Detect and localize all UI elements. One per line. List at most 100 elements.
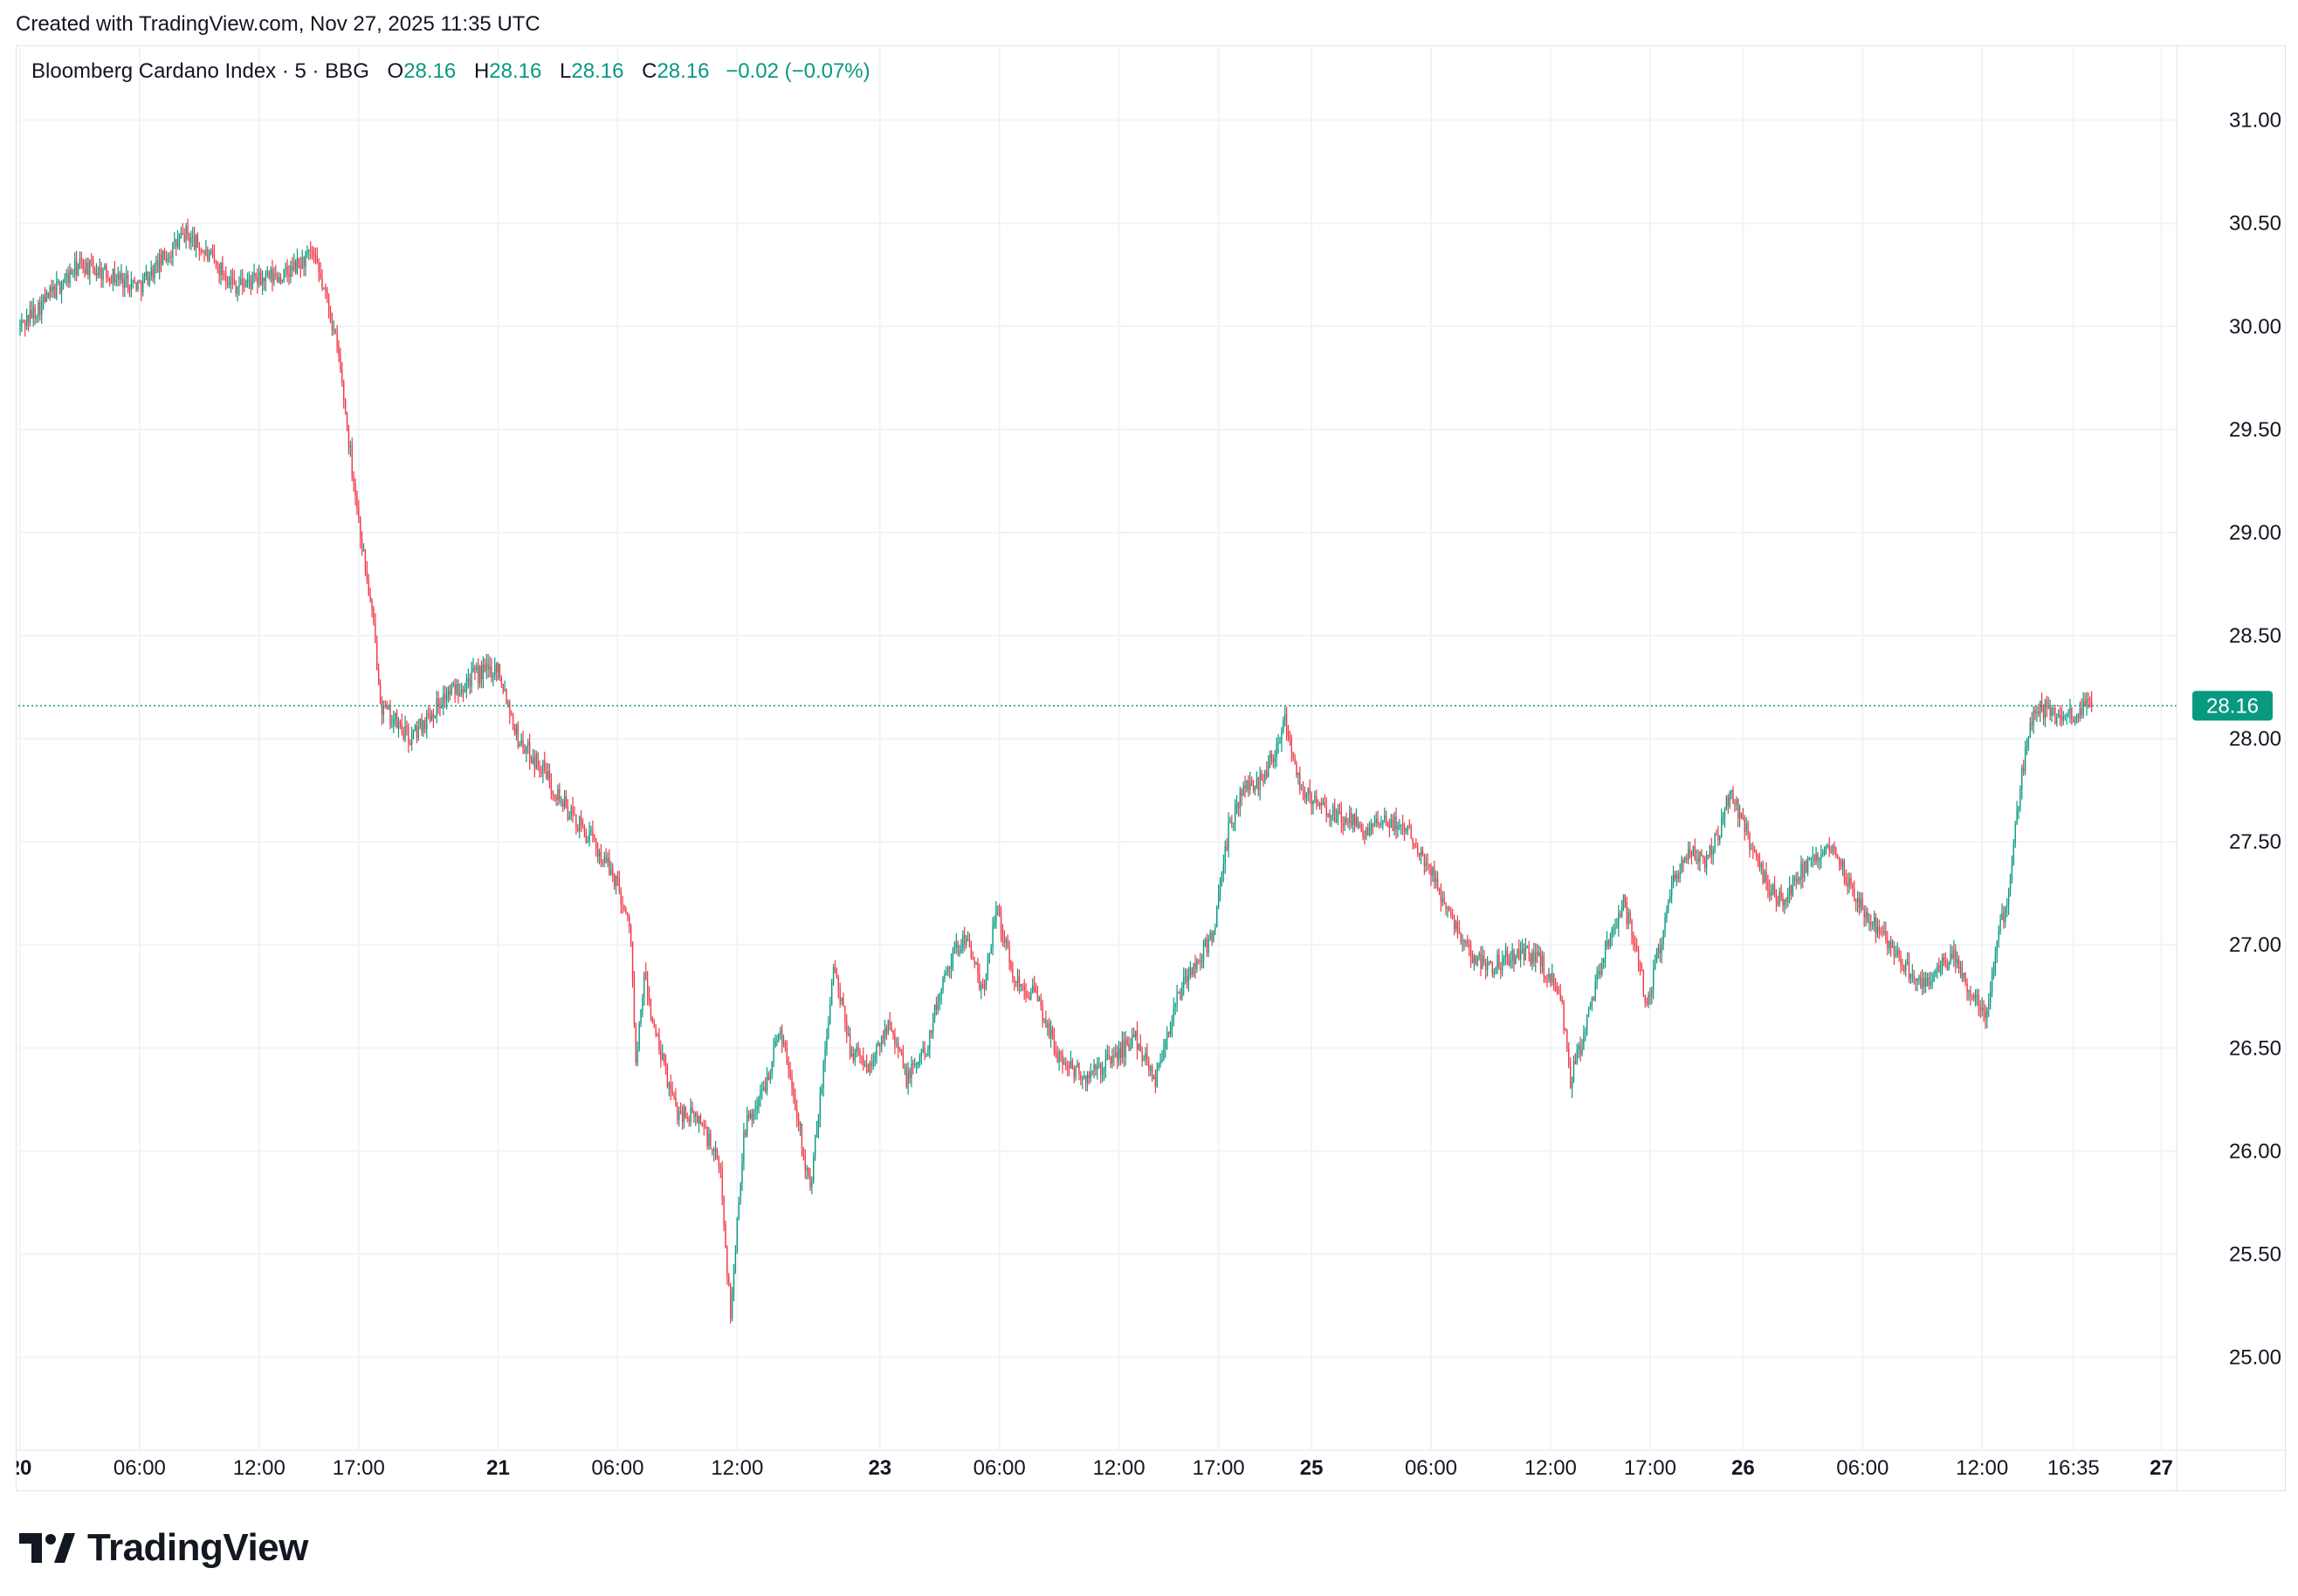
candle-body	[1312, 801, 1314, 805]
candle-body	[948, 967, 951, 969]
candle-body	[1065, 1062, 1067, 1066]
candle-body	[1159, 1061, 1161, 1065]
candle-body	[1983, 1007, 1985, 1012]
candle-body	[605, 856, 607, 863]
candle-body	[1714, 834, 1716, 850]
candle-body	[1554, 986, 1557, 989]
candle-body	[277, 276, 279, 283]
candle-body	[1419, 853, 1421, 856]
price-tick-label: 29.00	[2229, 521, 2281, 545]
last-price-tag-label: 28.16	[2206, 694, 2259, 718]
candle-body	[1773, 884, 1776, 897]
candle-body	[1500, 967, 1502, 970]
candle-body	[636, 1049, 638, 1063]
candlestick-chart[interactable]: 28.16 25.00 25.50 26.00 26.50 27.00 27.50 28.0…	[17, 46, 2287, 1492]
candle-body	[2018, 806, 2019, 810]
candle-body	[178, 237, 181, 241]
candle-body	[1216, 907, 1218, 928]
candle-body	[826, 1036, 828, 1049]
candle-body	[1785, 898, 1787, 903]
candle-body	[1455, 921, 1457, 929]
candle-body	[23, 320, 24, 323]
candle-body	[1349, 812, 1351, 823]
candle-body	[638, 1023, 640, 1050]
candle-body	[2077, 717, 2080, 719]
candle-body	[1498, 954, 1500, 968]
candle-body	[74, 260, 76, 275]
candle-body	[721, 1169, 723, 1197]
candle-body	[939, 994, 940, 1002]
candle-body	[1049, 1028, 1052, 1038]
candle-body	[1062, 1053, 1063, 1064]
candle-body	[1493, 971, 1495, 974]
candle-body	[776, 1040, 778, 1042]
candle-body	[1340, 811, 1342, 824]
grid-lines	[18, 48, 2177, 1450]
candle-body	[1032, 985, 1034, 992]
candle-body	[1820, 854, 1822, 859]
ohlc-legend: Bloomberg Cardano Index · 5 · BBG O28.16…	[31, 59, 870, 84]
candle-body	[520, 740, 522, 745]
candle-body	[1598, 970, 1600, 974]
candle-body	[1189, 967, 1191, 976]
candle-body	[1171, 1021, 1173, 1030]
chart-area[interactable]: 28.16 25.00 25.50 26.00 26.50 27.00 27.50 28.0…	[16, 45, 2287, 1492]
candle-body	[1173, 1006, 1174, 1022]
candle-body	[837, 976, 839, 989]
tradingview-logo[interactable]: TradingView	[19, 1526, 308, 1570]
candle-body	[1930, 981, 1931, 987]
candle-body	[1443, 898, 1445, 904]
candle-body	[2009, 879, 2012, 892]
candle-body	[1091, 1071, 1093, 1073]
candle-body	[738, 1203, 740, 1219]
candle-body	[942, 979, 944, 990]
candle-body	[1264, 770, 1266, 782]
candle-body	[1915, 979, 1916, 981]
candle-body	[929, 1029, 931, 1050]
candle-body	[494, 664, 496, 677]
candle-body	[1938, 965, 1940, 973]
candle-body	[414, 725, 416, 731]
candle-body	[1357, 817, 1359, 828]
candle-body	[1148, 1062, 1150, 1071]
candle-body	[157, 259, 159, 272]
candle-body	[128, 289, 131, 291]
candle-body	[1677, 874, 1679, 879]
candle-body	[1060, 1051, 1062, 1054]
candle-body	[377, 670, 380, 685]
symbol-title[interactable]: Bloomberg Cardano Index · 5 · BBG	[31, 59, 369, 83]
candle-body	[217, 261, 218, 265]
candle-body	[1237, 803, 1240, 808]
candle-body	[1272, 758, 1275, 762]
candle-body	[1345, 818, 1347, 823]
candle-body	[1478, 953, 1480, 957]
candle-body	[485, 664, 487, 671]
candle-body	[2057, 714, 2060, 718]
candle-body	[796, 1109, 798, 1119]
candle-body	[1269, 754, 1271, 762]
price-tick-label: 27.50	[2229, 830, 2281, 854]
candle-body	[424, 719, 426, 730]
candle-body	[1758, 856, 1761, 869]
candle-body	[920, 1051, 922, 1056]
candle-body	[1093, 1063, 1095, 1072]
candle-body	[316, 256, 318, 263]
candle-body	[1010, 962, 1012, 969]
candle-body	[1717, 836, 1719, 841]
candle-body	[1193, 963, 1194, 975]
candle-body	[1297, 772, 1299, 775]
candle-body	[356, 496, 358, 508]
candle-body	[1806, 858, 1809, 873]
candle-body	[658, 1035, 660, 1050]
candle-body	[1528, 946, 1530, 954]
candle-body	[293, 262, 295, 270]
candle-body	[1618, 913, 1620, 927]
candle-body	[434, 715, 436, 719]
candle-body	[1125, 1039, 1126, 1057]
candle-body	[1043, 1019, 1045, 1022]
tradingview-wordmark: TradingView	[87, 1526, 308, 1569]
candle-body	[552, 791, 554, 795]
candle-body	[831, 982, 833, 1005]
candle-body	[1920, 976, 1922, 988]
candle-body	[1548, 973, 1550, 980]
